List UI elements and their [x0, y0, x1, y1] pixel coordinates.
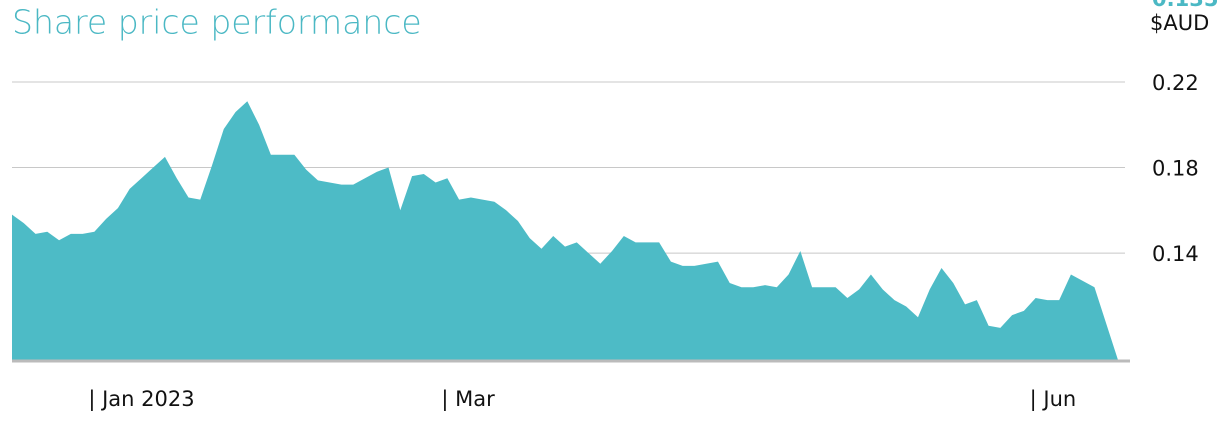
y-tick-label: 0.14 — [1152, 242, 1199, 266]
x-tick-label: | Mar — [441, 387, 495, 412]
x-tick-label: | Jun — [1030, 387, 1077, 412]
chart-title: Share price performance — [12, 3, 422, 42]
current-price-label: 0.135 — [1152, 0, 1218, 11]
x-tick-label: | Jan 2023 — [88, 387, 194, 412]
y-axis-label: $AUD — [1150, 11, 1209, 35]
price-area — [12, 101, 1118, 360]
y-tick-label: 0.18 — [1152, 157, 1199, 181]
y-tick-label: 0.22 — [1152, 71, 1199, 95]
